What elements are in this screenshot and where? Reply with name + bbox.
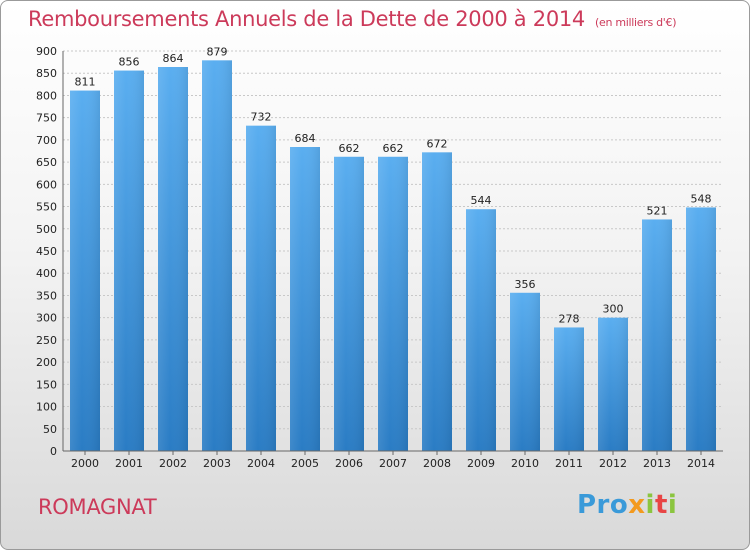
bar-shine-2007	[378, 156, 408, 451]
bar-shine-2005	[290, 147, 320, 451]
chart-title-text: Remboursements Annuels de la Dette de 20…	[28, 7, 585, 31]
value-label-2002: 864	[163, 52, 184, 65]
value-label-2009: 544	[471, 194, 492, 207]
x-tick-label-2011: 2011	[555, 457, 583, 470]
y-tick-label: 100	[36, 401, 57, 414]
y-tick-label: 700	[36, 134, 57, 147]
value-label-2013: 521	[647, 204, 668, 217]
x-tick-label-2012: 2012	[599, 457, 627, 470]
x-tick-label-2014: 2014	[687, 457, 715, 470]
bar-shine-2002	[158, 67, 188, 451]
value-label-2014: 548	[691, 192, 712, 205]
y-tick-label: 600	[36, 178, 57, 191]
y-tick-label: 850	[36, 67, 57, 80]
bar-shine-2012	[598, 317, 628, 451]
proxiti-logo[interactable]: Proxiti	[577, 490, 678, 520]
x-tick-label-2005: 2005	[291, 457, 319, 470]
x-tick-label-2000: 2000	[71, 457, 99, 470]
bar-shine-2001	[114, 70, 144, 452]
x-tick-label-2003: 2003	[203, 457, 231, 470]
bar-shine-2010	[510, 292, 540, 451]
y-tick-label: 50	[43, 423, 57, 436]
y-tick-label: 550	[36, 201, 57, 214]
x-tick-label-2002: 2002	[159, 457, 187, 470]
bar-shine-2014	[686, 207, 716, 451]
value-label-2003: 879	[207, 45, 228, 58]
bar-shine-2011	[554, 327, 584, 451]
value-label-2007: 662	[383, 142, 404, 155]
bar-shine-2013	[642, 219, 672, 451]
bar-shine-2000	[70, 90, 100, 452]
y-tick-label: 400	[36, 267, 57, 280]
value-label-2000: 811	[75, 76, 96, 89]
value-label-2006: 662	[339, 142, 360, 155]
y-tick-label: 0	[50, 445, 57, 458]
y-tick-label: 750	[36, 112, 57, 125]
chart-subtitle: (en milliers d'€)	[595, 16, 677, 29]
value-label-2008: 672	[427, 137, 448, 150]
x-tick-label-2004: 2004	[247, 457, 275, 470]
value-label-2005: 684	[295, 132, 316, 145]
y-tick-label: 500	[36, 223, 57, 236]
x-tick-label-2010: 2010	[511, 457, 539, 470]
bar-shine-2004	[246, 125, 276, 452]
bar-shine-2008	[422, 152, 452, 452]
x-tick-label-2001: 2001	[115, 457, 143, 470]
value-label-2001: 856	[119, 56, 140, 69]
chart-title: Remboursements Annuels de la Dette de 20…	[28, 7, 676, 31]
x-tick-label-2009: 2009	[467, 457, 495, 470]
y-tick-label: 800	[36, 89, 57, 102]
y-tick-label: 650	[36, 156, 57, 169]
x-tick-label-2007: 2007	[379, 457, 407, 470]
value-label-2010: 356	[515, 278, 536, 291]
bar-shine-2006	[334, 156, 364, 451]
value-label-2004: 732	[251, 111, 272, 124]
x-tick-label-2013: 2013	[643, 457, 671, 470]
x-tick-label-2006: 2006	[335, 457, 363, 470]
y-tick-label: 350	[36, 289, 57, 302]
value-label-2012: 300	[603, 303, 624, 316]
value-label-2011: 278	[559, 312, 580, 325]
y-tick-label: 300	[36, 312, 57, 325]
x-tick-label-2008: 2008	[423, 457, 451, 470]
bar-shine-2003	[202, 60, 232, 451]
y-tick-label: 900	[36, 45, 57, 58]
y-tick-label: 450	[36, 245, 57, 258]
y-tick-label: 200	[36, 356, 57, 369]
y-tick-label: 250	[36, 334, 57, 347]
commune-name: ROMAGNAT	[38, 495, 157, 519]
bar-shine-2009	[466, 209, 496, 451]
y-tick-label: 150	[36, 378, 57, 391]
